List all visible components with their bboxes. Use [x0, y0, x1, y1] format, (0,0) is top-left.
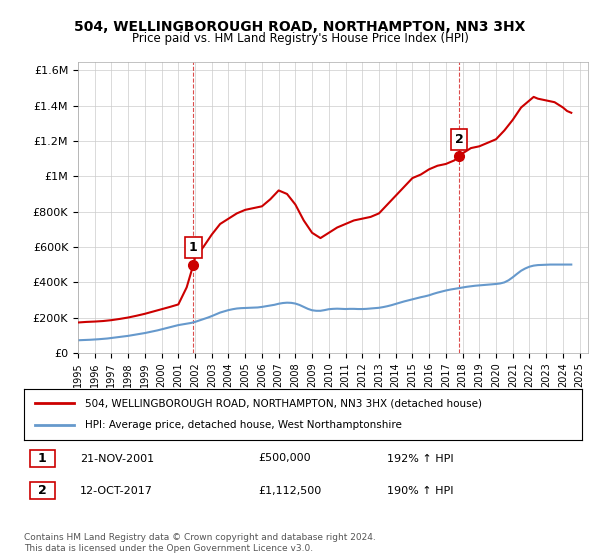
Text: 190% ↑ HPI: 190% ↑ HPI: [387, 486, 453, 496]
Text: 2: 2: [38, 484, 47, 497]
Text: Price paid vs. HM Land Registry's House Price Index (HPI): Price paid vs. HM Land Registry's House …: [131, 32, 469, 45]
Text: HPI: Average price, detached house, West Northamptonshire: HPI: Average price, detached house, West…: [85, 421, 402, 431]
FancyBboxPatch shape: [29, 482, 55, 499]
Text: 1: 1: [38, 452, 47, 465]
Text: 192% ↑ HPI: 192% ↑ HPI: [387, 454, 454, 464]
Text: 21-NOV-2001: 21-NOV-2001: [80, 454, 154, 464]
Text: £1,112,500: £1,112,500: [259, 486, 322, 496]
Text: £500,000: £500,000: [259, 454, 311, 464]
Text: 1: 1: [189, 241, 198, 254]
Text: 504, WELLINGBOROUGH ROAD, NORTHAMPTON, NN3 3HX: 504, WELLINGBOROUGH ROAD, NORTHAMPTON, N…: [74, 20, 526, 34]
Text: 2: 2: [455, 133, 463, 146]
Text: 504, WELLINGBOROUGH ROAD, NORTHAMPTON, NN3 3HX (detached house): 504, WELLINGBOROUGH ROAD, NORTHAMPTON, N…: [85, 398, 482, 408]
FancyBboxPatch shape: [29, 450, 55, 467]
Text: 12-OCT-2017: 12-OCT-2017: [80, 486, 152, 496]
Text: Contains HM Land Registry data © Crown copyright and database right 2024.
This d: Contains HM Land Registry data © Crown c…: [24, 533, 376, 553]
